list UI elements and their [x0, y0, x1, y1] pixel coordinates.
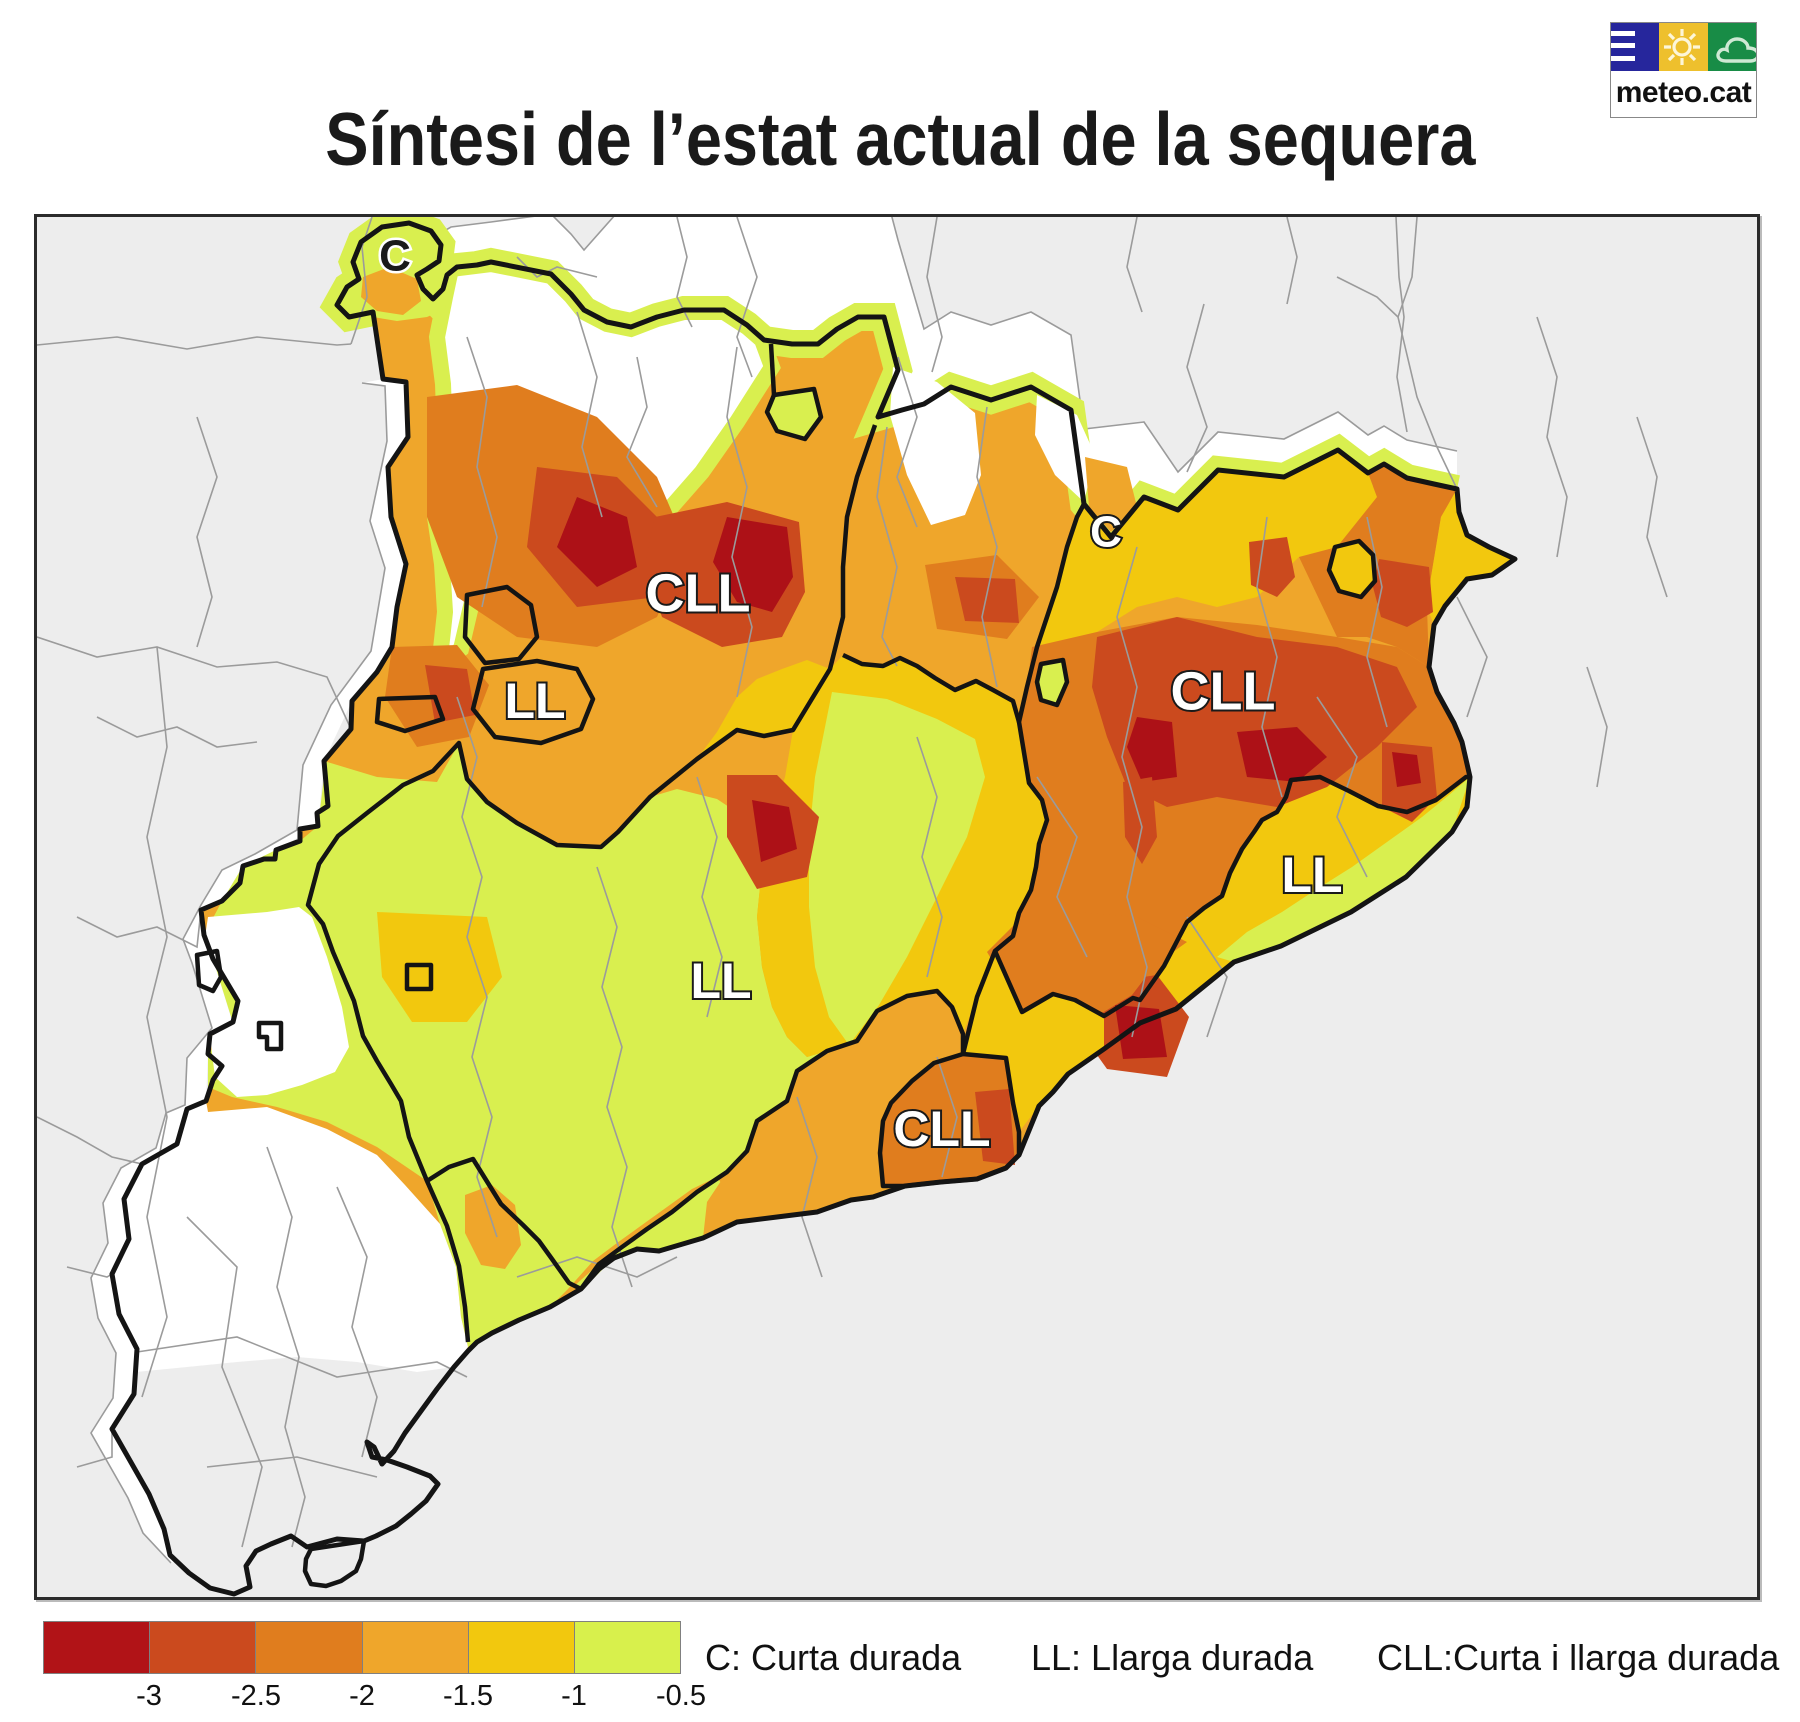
svg-text:C: C: [1090, 508, 1122, 557]
svg-text:LL: LL: [690, 953, 751, 1009]
svg-text:LL: LL: [1281, 847, 1342, 903]
svg-text:C: C: [379, 232, 411, 281]
svg-text:CLL: CLL: [646, 563, 751, 623]
svg-text:CLL: CLL: [893, 1101, 990, 1157]
svg-text:LL: LL: [504, 673, 565, 729]
svg-text:CLL: CLL: [1171, 661, 1276, 721]
